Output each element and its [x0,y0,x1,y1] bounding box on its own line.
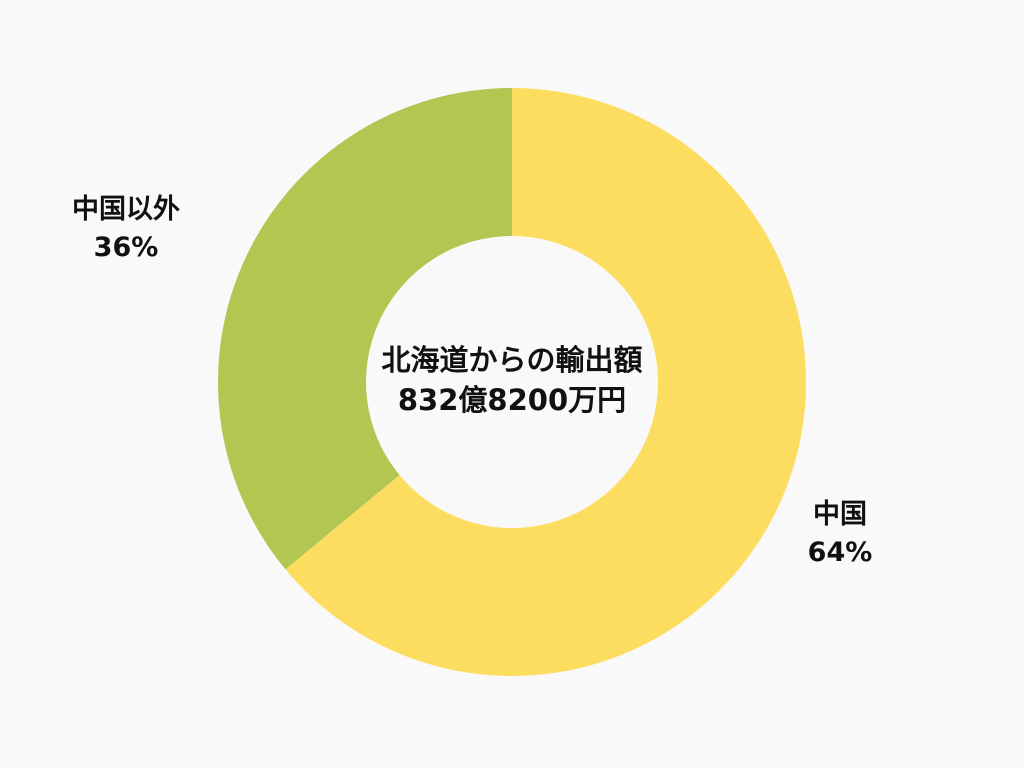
center-value: 832億8200万円 [397,383,627,417]
donut-center-caption: 北海道からの輸出額 832億8200万円 [312,340,712,420]
donut-slice-china [285,88,806,677]
slice-percent-china: 64% [807,537,873,568]
slice-name-other: 中国以外 [72,194,180,225]
slice-label-china: 中国 64% [760,496,920,572]
slice-percent-other: 36% [93,232,159,263]
center-title: 北海道からの輸出額 [381,343,643,377]
slice-label-other: 中国以外 36% [46,191,206,267]
donut-slice-other [218,88,512,570]
slice-name-china: 中国 [813,499,867,530]
